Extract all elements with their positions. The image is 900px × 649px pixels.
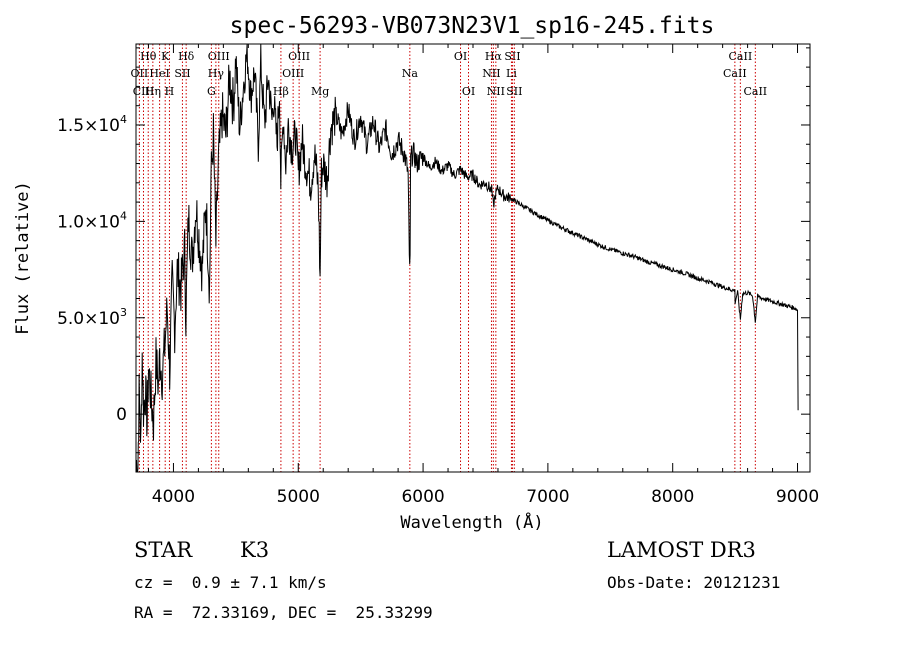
spectral-line-label: Mg — [311, 85, 329, 98]
spectral-line-label: CaII — [729, 50, 753, 63]
spectral-line-label: Hη — [145, 85, 161, 98]
spectral-line-label: HeI — [149, 67, 169, 80]
y-tick-label: 1.0×104 — [57, 209, 127, 232]
spectral-line-label: Hθ — [140, 50, 157, 63]
y-tick-label: 5.0×103 — [57, 306, 127, 329]
spectral-line-label: SII — [504, 50, 520, 63]
chart-title: spec-56293-VB073N23V1_sp16-245.fits — [230, 13, 715, 39]
spectral-line-label: OIII — [208, 50, 230, 63]
spectral-line-label: G — [207, 85, 216, 98]
spectral-line-label: OI — [454, 50, 467, 63]
object-subclass: K3 — [240, 538, 270, 562]
spectral-line-label: NII — [487, 85, 505, 98]
spectral-line-label: SII — [174, 67, 190, 80]
x-tick-label: 9000 — [776, 487, 819, 507]
y-axis-label: Flux (relative) — [13, 181, 33, 335]
spectral-line-label: Li — [506, 67, 517, 80]
spectral-line-label: Na — [402, 67, 419, 80]
x-tick-label: 4000 — [152, 487, 195, 507]
x-tick-label: 7000 — [526, 487, 569, 507]
y-tick-label: 1.5×104 — [57, 113, 127, 136]
spectral-line-label: CIII — [133, 85, 154, 98]
x-tick-label: 6000 — [401, 487, 444, 507]
spectral-line-label: H — [165, 85, 175, 98]
spectrum-line — [135, 43, 799, 473]
x-tick-label: 8000 — [651, 487, 694, 507]
coordinates-text: RA = 72.33169, DEC = 25.33299 — [134, 603, 433, 622]
x-tick-label: 5000 — [277, 487, 320, 507]
spectral-line-label: NII — [482, 67, 500, 80]
object-class: STAR — [134, 538, 193, 562]
spectral-line-label: OII — [131, 67, 149, 80]
plot-frame — [135, 43, 811, 473]
spectral-line-label: CaII — [723, 67, 747, 80]
spectral-line-label: OI — [462, 85, 475, 98]
spectral-lines: Hθ OII CIII K HeI Hη Hδ SII H OIII Hγ G OIII OIII Hβ Mg… — [131, 44, 767, 472]
spectral-line-label: K — [161, 50, 170, 63]
spectral-line-label: OIII — [288, 50, 310, 63]
spectral-line-label: OIII — [282, 67, 304, 80]
spectral-line-label: Hα — [485, 50, 503, 63]
y-tick-label: 0 — [116, 405, 127, 425]
axis-ticks: 4000 5000 6000 7000 8000 9000 0 5.0×103 1.0×104 1… — [57, 44, 819, 507]
spectral-line-label: SII — [506, 85, 522, 98]
obs-date: Obs-Date: 20121231 — [607, 573, 781, 592]
spectral-line-label: Hδ — [178, 50, 195, 63]
redshift-text: cz = 0.9 ± 7.1 km/s — [134, 573, 327, 592]
spectral-line-label: Hβ — [273, 85, 289, 98]
spectral-line-label: CaII — [743, 85, 767, 98]
spectral-line-label: Hγ — [208, 67, 225, 80]
x-axis-label: Wavelength (Å) — [400, 511, 543, 533]
survey-name: LAMOST DR3 — [607, 538, 756, 562]
